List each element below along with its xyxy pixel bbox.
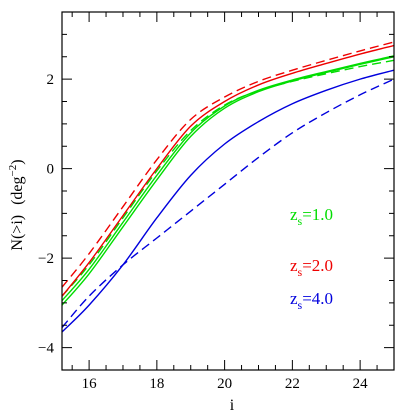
legend-value: =4.0 bbox=[302, 289, 333, 308]
x-tick-label: 18 bbox=[149, 376, 164, 392]
y-tick-label: 2 bbox=[47, 72, 55, 88]
y-axis-label-close: ) bbox=[9, 159, 26, 164]
series-line-6 bbox=[62, 69, 394, 333]
x-tick-label: 24 bbox=[353, 376, 369, 392]
legend-subscript: s bbox=[298, 214, 303, 228]
legend-subscript: s bbox=[298, 265, 303, 279]
x-tick-label: 16 bbox=[82, 376, 98, 392]
legend-value: =1.0 bbox=[302, 205, 333, 224]
y-axis-label: N(>i) (deg−2) bbox=[7, 159, 26, 250]
legend: zs=1.0zs=2.0zs=4.0 bbox=[290, 205, 333, 312]
series-line-4 bbox=[62, 44, 394, 297]
plot-frame bbox=[61, 11, 395, 371]
y-axis-label-unit: (deg bbox=[9, 176, 26, 204]
x-tick-label: 22 bbox=[285, 376, 300, 392]
tick-labels-layer: 16 18 20 22 24 −4 −2 0 2 bbox=[38, 72, 368, 392]
ticks-layer bbox=[62, 11, 395, 371]
series-layer bbox=[62, 41, 394, 333]
y-axis-label-main: N(>i) bbox=[9, 215, 26, 251]
y-tick-label: −4 bbox=[38, 341, 54, 357]
x-tick-label: 20 bbox=[217, 376, 232, 392]
x-axis-label: i bbox=[230, 397, 235, 414]
legend-z: z bbox=[290, 256, 298, 275]
legend-item-3: zs=4.0 bbox=[290, 289, 333, 312]
series-line-2 bbox=[62, 59, 394, 297]
legend-subscript: s bbox=[298, 298, 303, 312]
y-axis-label-exp: −2 bbox=[7, 165, 19, 177]
legend-z: z bbox=[290, 205, 298, 224]
legend-item-2: zs=2.0 bbox=[290, 256, 333, 279]
series-line-5 bbox=[62, 41, 394, 288]
series-line-7 bbox=[62, 78, 394, 328]
legend-item-1: zs=1.0 bbox=[290, 205, 333, 228]
legend-z: z bbox=[290, 289, 298, 308]
legend-value: =2.0 bbox=[302, 256, 333, 275]
y-tick-label: 0 bbox=[47, 162, 55, 178]
series-line-3 bbox=[62, 56, 394, 306]
series-line-1 bbox=[62, 55, 394, 302]
y-tick-label: −2 bbox=[38, 251, 54, 267]
